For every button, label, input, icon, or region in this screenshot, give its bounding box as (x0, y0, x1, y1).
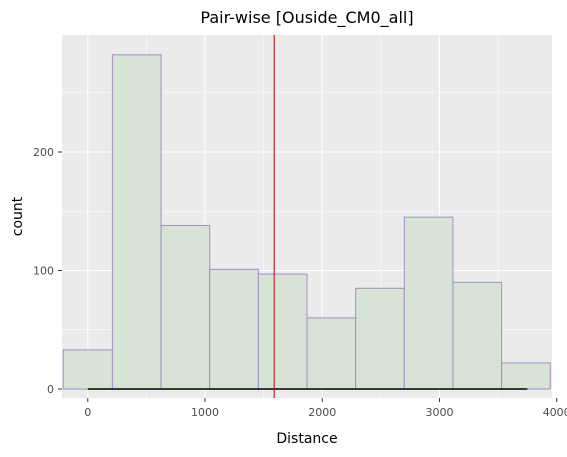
histogram-bar-9 (452, 281, 503, 390)
x-tick-label: 1000 (191, 406, 219, 419)
histogram-bar-7 (355, 287, 405, 390)
histogram-bar-5 (257, 273, 308, 390)
histogram-bar-3 (160, 224, 211, 390)
histogram-bar-6 (306, 317, 357, 390)
y-axis-ticks: 0 100 200 (33, 146, 62, 396)
x-tick-label: 0 (84, 406, 91, 419)
histogram-bar-8 (403, 216, 454, 390)
x-tick-label: 2000 (308, 406, 336, 419)
x-tick-label: 3000 (425, 406, 453, 419)
chart-title: Pair-wise [Ouside_CM0_all] (200, 8, 413, 28)
histogram-bar-2 (111, 54, 162, 390)
histogram-bar-10 (501, 362, 551, 390)
histogram-bar-1 (62, 349, 113, 390)
x-axis-title: Distance (276, 431, 337, 447)
y-axis-title: count (10, 196, 26, 236)
histogram-bar-4 (209, 268, 259, 390)
y-tick-label: 100 (33, 265, 54, 278)
y-tick-label: 200 (33, 146, 54, 159)
y-tick-label: 0 (47, 383, 54, 396)
overlay-lines (87, 35, 528, 398)
histogram-bars (62, 54, 551, 390)
